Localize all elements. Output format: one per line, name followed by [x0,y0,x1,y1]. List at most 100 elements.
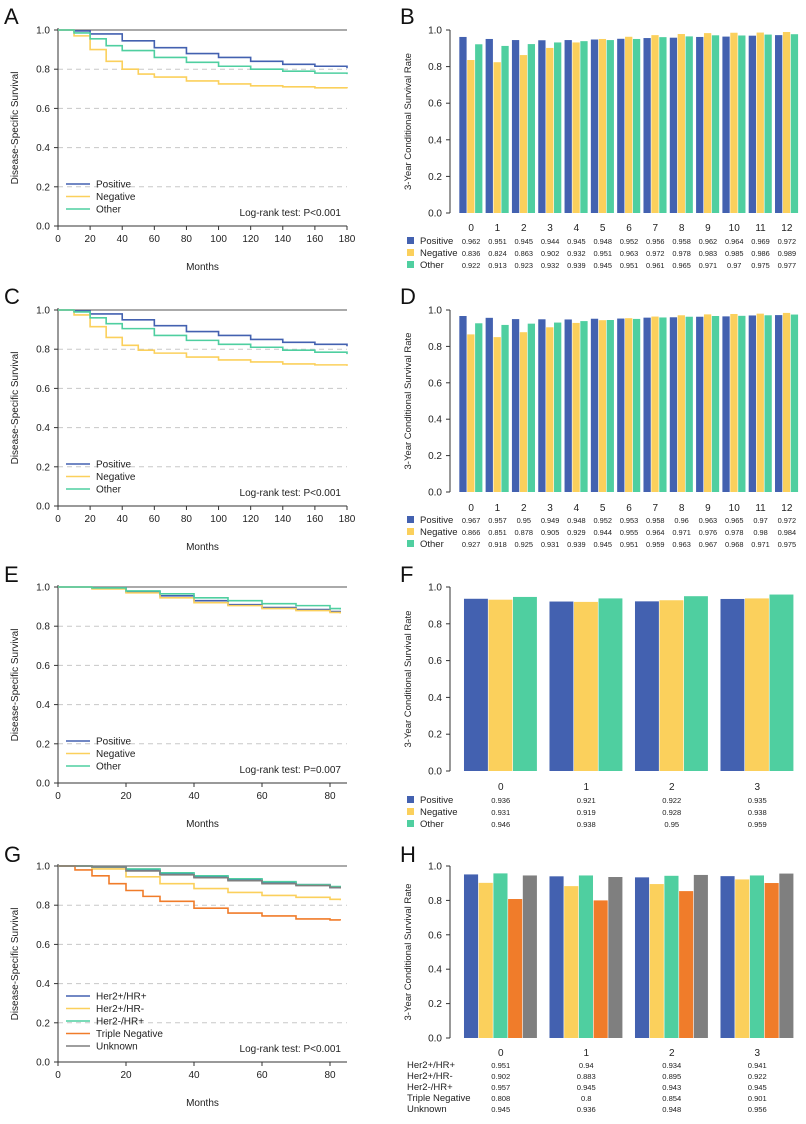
y-tick-label: 0.4 [36,143,50,154]
table-value: 0.959 [748,820,767,829]
bar-other [475,323,483,492]
y-tick-label: 0.6 [36,661,50,672]
x-tick-label: 0 [55,514,61,525]
panel-b-conditional-survival-chart: B 0.0 0.2 0.4 0.6 0.8 1.0 3-Year Conditional Su… [400,4,799,271]
table-value: 0.978 [672,249,691,258]
table-row-label: Negative [420,807,458,818]
log-rank-annotation: Log-rank test: P=0.007 [240,765,342,776]
legend-label: Her2-/HR+ [96,1017,144,1028]
table-row-label: Positive [420,236,453,247]
bar-unknown [608,877,623,1038]
y-tick-label: 0.0 [428,767,442,778]
bar-positive [485,38,493,214]
bar-negative [572,322,580,492]
x-category-label: 7 [653,223,659,234]
bar-other [790,314,799,492]
table-value: 0.851 [488,528,507,537]
y-tick-label: 0.4 [428,415,442,426]
bar-positive [485,317,493,492]
y-axis-label: 3-Year Conditional Survival Rate [403,611,414,748]
y-axis-label: 3-Year Conditional Survival Rate [403,884,414,1021]
bar-positive [590,318,599,492]
y-axis-label: Disease-Specific Survival [10,629,21,742]
bar-positive [669,317,678,492]
table-value: 0.932 [567,249,586,258]
x-category-label: 5 [600,223,606,234]
x-category-label: 2 [669,782,675,793]
y-tick-label: 0.0 [36,1058,50,1069]
y-axis-label: Disease-Specific Survival [10,352,21,465]
x-category-label: 9 [705,223,711,234]
y-tick-label: 0.0 [36,222,50,233]
table-value: 0.972 [778,516,797,525]
table-value: 0.945 [593,261,612,270]
table-value: 0.985 [725,249,744,258]
x-tick-label: 20 [120,791,132,802]
x-axis-label: Months [186,262,219,273]
table-value: 0.951 [593,249,612,258]
table-value: 0.945 [515,237,534,246]
y-tick-label: 0.8 [36,345,50,356]
y-tick-label: 0.4 [36,423,50,434]
x-category-label: 9 [705,503,711,514]
table-row-label: Her2-/HR+ [407,1082,453,1093]
x-tick-label: 140 [274,234,291,245]
curve-negative [58,29,348,89]
x-tick-label: 0 [55,1070,61,1081]
y-tick-label: 0.8 [428,62,442,73]
bar-her2-hr- [735,879,750,1038]
table-value: 0.922 [462,261,481,270]
bar-negative [493,62,501,213]
bar-negative [677,34,685,213]
table-value: 0.95 [517,516,531,525]
table-value: 0.96 [674,516,688,525]
bar-negative [651,316,659,492]
x-tick-label: 80 [181,234,193,245]
bar-positive [634,601,659,771]
bar-negative [782,32,791,213]
bar-triple-negative [679,891,694,1038]
bar-negative [598,320,607,492]
legend-label: Triple Negative [96,1029,163,1040]
bar-positive [643,38,651,213]
table-value: 0.98 [753,528,767,537]
table-value: 0.945 [491,1105,510,1114]
bar-negative [625,318,633,492]
curve-other [58,309,348,355]
x-tick-label: 20 [120,1070,132,1081]
table-value: 0.971 [699,261,718,270]
bar-negative [651,35,659,214]
panel-letter: F [400,562,413,587]
table-value: 0.955 [620,528,639,537]
bar-negative [467,60,475,214]
table-value: 0.944 [593,528,612,537]
y-tick-label: 0.2 [428,999,442,1010]
bar-other [632,38,641,214]
table-value: 0.836 [462,249,481,258]
x-category-label: 0 [498,1048,504,1059]
table-value: 0.952 [593,516,612,525]
bar-positive [643,317,651,492]
bar-her2-hr- [578,875,594,1038]
bar-positive [696,316,704,492]
bar-triple-negative [764,883,779,1038]
x-tick-label: 160 [307,514,324,525]
bar-unknown [693,874,708,1038]
bar-her2-hr- [749,875,765,1038]
table-value: 0.931 [541,540,560,549]
legend-label: Unknown [96,1042,138,1053]
panel-letter: E [4,562,19,587]
panel-letter: D [400,284,416,309]
bar-other [527,44,536,213]
bar-her2-hr- [463,874,479,1038]
table-row-label: Her2+/HR- [407,1071,453,1082]
x-category-label: 3 [754,782,760,793]
table-value: 0.951 [488,237,507,246]
table-value: 0.971 [672,528,691,537]
legend-label: Other [96,485,122,496]
x-tick-label: 20 [85,514,97,525]
y-tick-label: 0.0 [36,779,50,790]
y-tick-label: 1.0 [36,583,50,594]
y-tick-label: 1.0 [36,306,50,317]
